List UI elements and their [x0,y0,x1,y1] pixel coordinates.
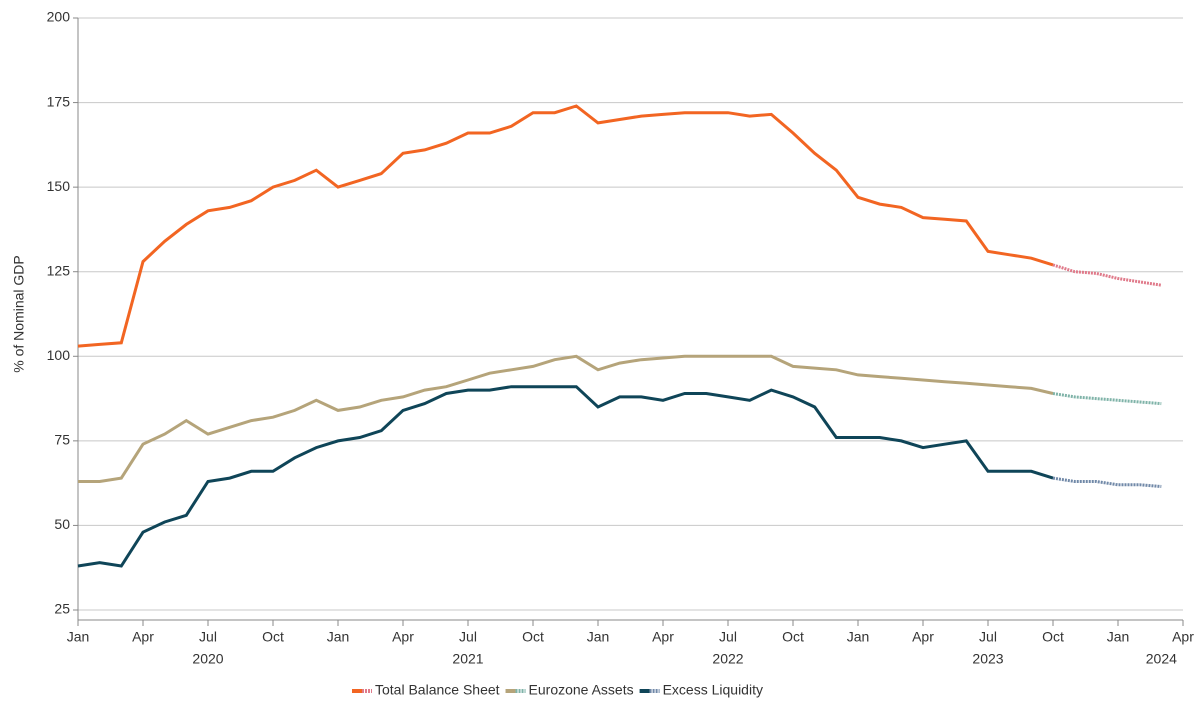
y-tick-label: 125 [47,262,71,278]
projection-line [1052,476,1162,488]
legend: Total Balance Sheet Eurozone Assets Excess… [352,682,763,698]
x-tick-label: Jan [1107,629,1130,645]
y-tick-label: 25 [54,601,70,617]
y-tick-label: 100 [47,347,71,363]
y-tick-label: 175 [47,93,71,109]
x-tick-label: Apr [912,629,934,645]
x-tick-label: Jan [847,629,870,645]
y-tick-label: 150 [47,178,71,194]
x-tick-label: Oct [782,629,804,645]
projection-line [1052,263,1162,287]
x-tick-label: Jan [67,629,90,645]
series-line [78,354,1054,483]
y-axis-label: % of Nominal GDP [11,255,27,372]
x-tick-label: Jul [979,629,997,645]
series-line [77,385,1054,568]
x-tick-label: Oct [262,629,284,645]
year-label: 2023 [972,651,1003,667]
x-tick-label: Jul [199,629,217,645]
x-tick-label: Apr [652,629,674,645]
x-tick-label: Jan [327,629,350,645]
x-tick-label: Jan [587,629,610,645]
x-tick-label: Apr [132,629,154,645]
y-tick-label: 75 [54,432,70,448]
year-label: 2022 [712,651,743,667]
y-tick-label: 50 [54,516,70,532]
legend-label: Eurozone Assets [529,682,634,698]
projection-line [1052,392,1162,406]
year-label: 2021 [452,651,483,667]
x-tick-label: Oct [1042,629,1064,645]
x-tick-label: Oct [522,629,544,645]
x-tick-label: Jul [719,629,737,645]
year-label: 2024 [1146,651,1177,667]
series-line [77,104,1054,348]
legend-label: Total Balance Sheet [375,682,500,698]
y-tick-label: 200 [47,9,71,25]
x-tick-label: Apr [1172,629,1194,645]
year-label: 2020 [192,651,223,667]
legend-label: Excess Liquidity [663,682,763,698]
x-tick-label: Jul [459,629,477,645]
x-tick-label: Apr [392,629,414,645]
